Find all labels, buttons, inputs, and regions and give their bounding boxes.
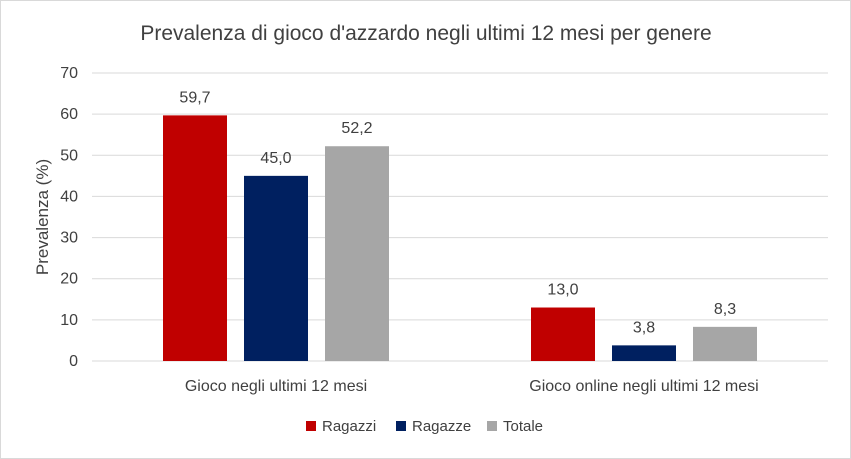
y-axis-label: Prevalenza (%) <box>33 159 52 275</box>
data-label: 8,3 <box>714 301 736 318</box>
legend-label-totale: Totale <box>503 418 543 435</box>
data-label: 59,7 <box>179 89 210 106</box>
bar-ragazzi-2 <box>531 307 595 361</box>
legend-label-ragazze: Ragazze <box>412 418 471 435</box>
y-tick-label: 20 <box>60 271 78 288</box>
data-label: 52,2 <box>341 120 372 137</box>
legend: Ragazzi Ragazze Totale <box>306 418 543 435</box>
legend-label-ragazzi: Ragazzi <box>322 418 376 435</box>
data-labels: 59,7 45,0 52,2 13,0 3,8 8,3 <box>179 89 736 336</box>
y-tick-label: 30 <box>60 230 78 247</box>
y-tick-label: 50 <box>60 147 78 164</box>
legend-swatch-ragazze <box>396 421 406 431</box>
bar-totale-2 <box>693 326 757 361</box>
y-tick-label: 70 <box>60 65 78 82</box>
x-category-label: Gioco online negli ultimi 12 mesi <box>529 378 758 395</box>
bar-totale-1 <box>325 146 389 361</box>
y-tick-label: 40 <box>60 188 78 205</box>
data-label: 45,0 <box>260 150 291 167</box>
bar-ragazze-2 <box>612 345 676 361</box>
y-tick-label: 60 <box>60 106 78 123</box>
data-label: 13,0 <box>547 282 578 299</box>
y-axis-ticks: 0 10 20 30 40 50 60 70 <box>60 65 78 370</box>
y-tick-label: 0 <box>69 353 78 370</box>
bar-ragazzi-1 <box>163 115 227 362</box>
x-category-label: Gioco negli ultimi 12 mesi <box>185 378 367 395</box>
data-label: 3,8 <box>633 319 655 336</box>
bar-ragazze-1 <box>244 175 308 361</box>
legend-swatch-totale <box>487 421 497 431</box>
chart-title: Prevalenza di gioco d'azzardo negli ulti… <box>140 22 711 45</box>
legend-swatch-ragazzi <box>306 421 316 431</box>
bars <box>163 115 757 362</box>
x-axis-categories: Gioco negli ultimi 12 mesi Gioco online n… <box>185 378 759 395</box>
y-tick-label: 10 <box>60 312 78 329</box>
